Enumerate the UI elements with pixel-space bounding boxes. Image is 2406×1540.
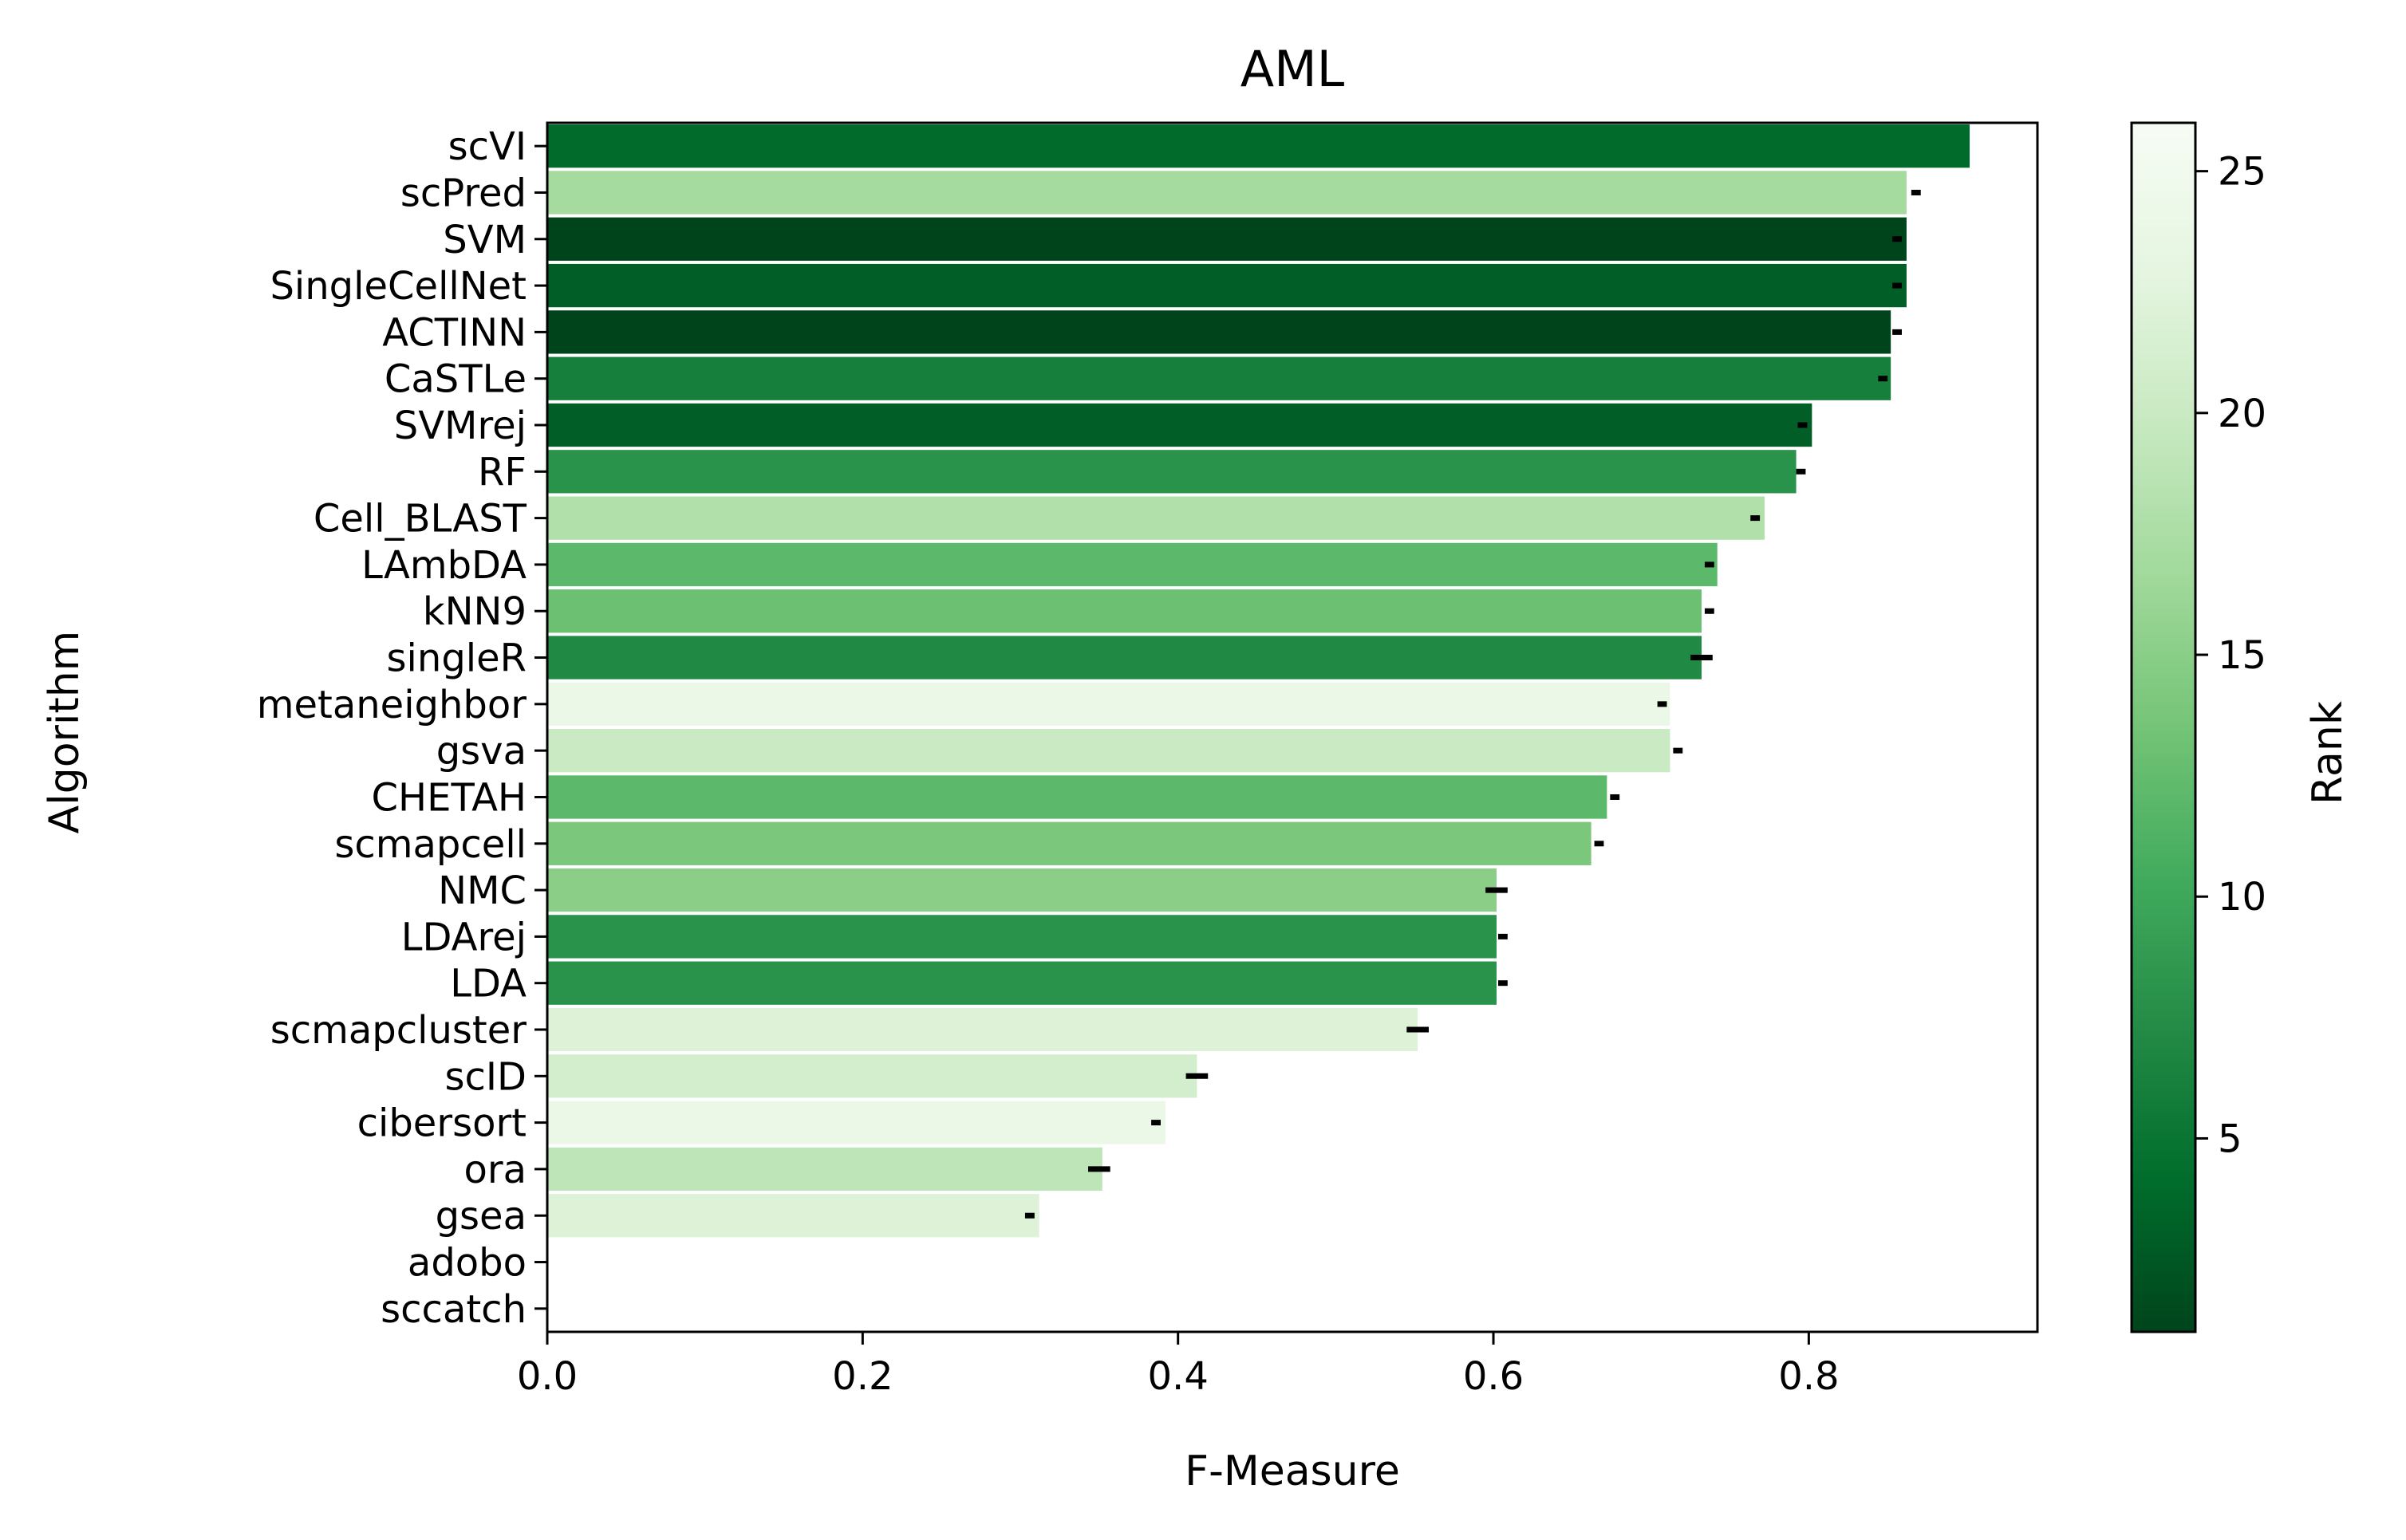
plot-frame bbox=[546, 121, 2039, 1333]
bar bbox=[547, 821, 1592, 865]
y-tick-label: SVMrej bbox=[394, 404, 527, 448]
error-bars-group bbox=[1024, 189, 1921, 1219]
x-axis-label: F-Measure bbox=[1185, 1447, 1400, 1495]
x-tick-label: 0.2 bbox=[832, 1354, 893, 1399]
y-tick-label: gsea bbox=[436, 1194, 527, 1239]
x-tick-label: 0.4 bbox=[1148, 1354, 1209, 1399]
y-tick-label: RF bbox=[478, 450, 527, 494]
y-tick-label: LDArej bbox=[401, 915, 527, 959]
y-tick-label: scVI bbox=[448, 124, 527, 169]
x-tick-label: 0.0 bbox=[517, 1354, 578, 1399]
x-tick-label: 0.6 bbox=[1463, 1354, 1524, 1399]
x-tick-label: 0.8 bbox=[1778, 1354, 1839, 1399]
y-tick-label: scmapcluster bbox=[270, 1008, 527, 1053]
y-tick-label: singleR bbox=[387, 636, 527, 681]
y-tick-label: CHETAH bbox=[372, 775, 527, 820]
y-tick-label: scmapcell bbox=[334, 822, 527, 867]
y-tick-label: NMC bbox=[438, 868, 527, 913]
bar bbox=[547, 496, 1765, 540]
bars-group bbox=[547, 124, 1970, 1238]
y-tick-label: Cell_BLAST bbox=[314, 497, 527, 542]
y-tick-label: cibersort bbox=[357, 1101, 527, 1146]
y-tick-label: CaSTLe bbox=[385, 357, 527, 402]
bar bbox=[547, 1054, 1197, 1098]
bar bbox=[547, 263, 1907, 308]
colorbar-tick-label: 5 bbox=[2218, 1117, 2242, 1161]
bar bbox=[547, 356, 1891, 400]
bar bbox=[547, 310, 1891, 354]
y-tick-label: SVM bbox=[443, 218, 527, 262]
chart-title: AML bbox=[1240, 40, 1345, 98]
y-tick-label: metaneighbor bbox=[257, 683, 527, 727]
y-tick-label: LAmbDA bbox=[361, 543, 527, 588]
bar bbox=[547, 171, 1907, 215]
colorbar-label: Rank bbox=[2304, 701, 2352, 805]
bar bbox=[547, 868, 1497, 912]
bar bbox=[547, 682, 1670, 726]
bar bbox=[547, 124, 1970, 168]
y-tick-label: kNN9 bbox=[423, 589, 527, 634]
bar bbox=[547, 217, 1907, 261]
bar bbox=[547, 403, 1812, 447]
bar bbox=[547, 729, 1670, 773]
y-tick-label: gsva bbox=[436, 729, 527, 774]
bar bbox=[547, 542, 1718, 587]
y-axis-ticks: scVIscPredSVMSingleCellNetACTINNCaSTLeSV… bbox=[257, 124, 547, 1332]
colorbar-tick-label: 25 bbox=[2218, 150, 2266, 195]
colorbar-tick-label: 10 bbox=[2218, 875, 2266, 920]
y-tick-label: ACTINN bbox=[382, 310, 527, 355]
colorbar bbox=[2130, 121, 2197, 1333]
colorbar-tick-label: 20 bbox=[2218, 392, 2266, 436]
x-axis-ticks: 0.0 0.2 0.4 0.6 0.8 bbox=[517, 1332, 1840, 1399]
bar bbox=[547, 636, 1702, 679]
y-tick-label: ora bbox=[463, 1148, 527, 1192]
y-tick-label: LDA bbox=[450, 962, 527, 1006]
colorbar-ticks: 5 10 15 20 25 bbox=[2195, 150, 2266, 1161]
y-tick-label: scPred bbox=[400, 171, 527, 215]
bar bbox=[547, 915, 1497, 959]
bar bbox=[547, 1101, 1166, 1144]
y-axis-label: Algorithm bbox=[41, 631, 89, 834]
y-tick-label: scID bbox=[444, 1054, 527, 1099]
bar bbox=[547, 1194, 1039, 1238]
bar bbox=[547, 1147, 1102, 1191]
y-tick-label: sccatch bbox=[381, 1287, 527, 1332]
bar bbox=[547, 450, 1797, 494]
y-tick-label: SingleCellNet bbox=[270, 264, 527, 309]
colorbar-tick-label: 15 bbox=[2218, 633, 2266, 678]
y-tick-label: adobo bbox=[408, 1241, 527, 1286]
bar bbox=[547, 775, 1607, 819]
bar bbox=[547, 1007, 1418, 1052]
bar bbox=[547, 961, 1497, 1005]
bar bbox=[547, 589, 1702, 633]
